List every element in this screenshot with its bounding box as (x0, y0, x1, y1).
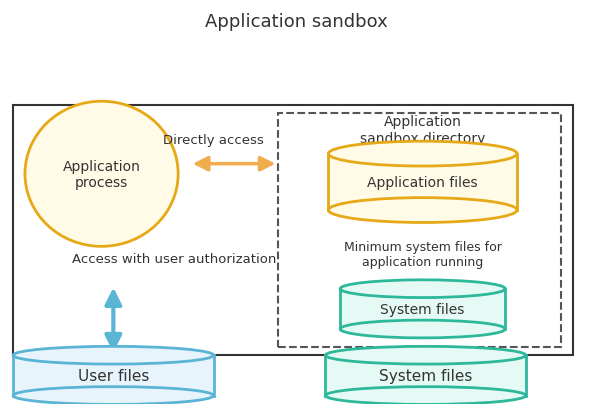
Polygon shape (329, 154, 517, 211)
Ellipse shape (329, 142, 517, 166)
Ellipse shape (340, 280, 505, 298)
Text: Directly access: Directly access (163, 134, 264, 147)
Ellipse shape (340, 320, 505, 338)
Ellipse shape (326, 347, 526, 364)
Ellipse shape (329, 198, 517, 223)
Ellipse shape (13, 347, 214, 364)
FancyBboxPatch shape (13, 106, 573, 355)
Text: Application
sandbox directory: Application sandbox directory (360, 115, 485, 145)
Text: Application
process: Application process (63, 159, 140, 190)
Polygon shape (340, 289, 505, 329)
Text: User files: User files (78, 368, 149, 383)
Ellipse shape (13, 387, 214, 405)
Ellipse shape (326, 387, 526, 405)
Text: Application files: Application files (368, 175, 478, 190)
Text: Access with user authorization: Access with user authorization (72, 252, 276, 265)
FancyBboxPatch shape (278, 114, 561, 347)
Polygon shape (326, 355, 526, 396)
Text: Application sandbox: Application sandbox (205, 13, 387, 30)
Ellipse shape (25, 102, 178, 247)
Text: System files: System files (381, 302, 465, 316)
Text: Minimum system files for
application running: Minimum system files for application run… (344, 241, 501, 269)
Text: System files: System files (379, 368, 472, 383)
Polygon shape (13, 355, 214, 396)
